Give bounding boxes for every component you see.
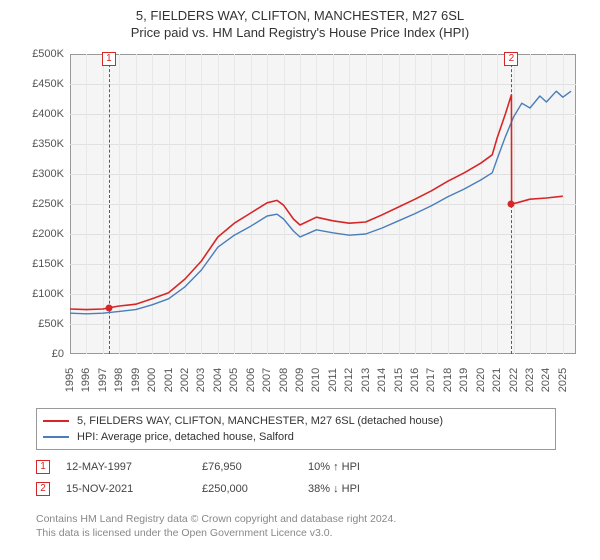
x-axis-label: 2017 xyxy=(425,368,437,392)
sale-index-box: 1 xyxy=(36,460,50,474)
attribution-line-1: Contains HM Land Registry data © Crown c… xyxy=(36,512,556,526)
sale-index-box: 2 xyxy=(36,482,50,496)
x-axis-label: 2003 xyxy=(195,368,207,392)
x-axis-label: 2023 xyxy=(524,368,536,392)
series-hpi xyxy=(70,91,571,314)
chart-legend: 5, FIELDERS WAY, CLIFTON, MANCHESTER, M2… xyxy=(36,408,556,450)
x-axis-label: 2025 xyxy=(557,368,569,392)
sale-hpi-delta: 10% ↑ HPI xyxy=(308,461,408,473)
x-axis-label: 2013 xyxy=(360,368,372,392)
series-price_paid xyxy=(70,95,563,310)
sales-table-row: 1 12-MAY-1997 £76,950 10% ↑ HPI xyxy=(36,456,556,478)
x-axis-label: 2009 xyxy=(294,368,306,392)
sale-hpi-delta: 38% ↓ HPI xyxy=(308,483,408,495)
sale-price: £76,950 xyxy=(202,461,292,473)
x-axis-label: 1999 xyxy=(130,368,142,392)
sale-price: £250,000 xyxy=(202,483,292,495)
legend-label: 5, FIELDERS WAY, CLIFTON, MANCHESTER, M2… xyxy=(77,415,443,427)
x-axis-label: 1996 xyxy=(80,368,92,392)
legend-swatch xyxy=(43,436,69,438)
sale-marker-box: 1 xyxy=(102,52,116,66)
sales-table: 1 12-MAY-1997 £76,950 10% ↑ HPI 2 15-NOV-2021… xyxy=(36,456,556,500)
x-axis-label: 2016 xyxy=(409,368,421,392)
legend-label: HPI: Average price, detached house, Salf… xyxy=(77,431,294,443)
x-axis-label: 2024 xyxy=(540,368,552,392)
legend-swatch xyxy=(43,420,69,422)
x-axis-label: 2014 xyxy=(376,368,388,392)
attribution-text: Contains HM Land Registry data © Crown c… xyxy=(36,512,556,540)
chart-title-block: 5, FIELDERS WAY, CLIFTON, MANCHESTER, M2… xyxy=(0,0,600,40)
x-axis-label: 2019 xyxy=(458,368,470,392)
x-axis-label: 2007 xyxy=(261,368,273,392)
x-axis-label: 2018 xyxy=(442,368,454,392)
x-axis-label: 2006 xyxy=(245,368,257,392)
x-axis-label: 2011 xyxy=(327,368,339,392)
attribution-line-2: This data is licensed under the Open Gov… xyxy=(36,526,556,540)
x-axis-label: 1995 xyxy=(64,368,76,392)
x-axis-label: 1998 xyxy=(113,368,125,392)
chart-title-address: 5, FIELDERS WAY, CLIFTON, MANCHESTER, M2… xyxy=(0,8,600,23)
x-axis-label: 2015 xyxy=(393,368,405,392)
x-axis-label: 2020 xyxy=(475,368,487,392)
x-axis-label: 2004 xyxy=(212,368,224,392)
x-axis-label: 2000 xyxy=(146,368,158,392)
sale-marker-dot xyxy=(105,304,112,311)
x-axis-label: 2021 xyxy=(491,368,503,392)
x-axis-label: 2002 xyxy=(179,368,191,392)
sales-table-row: 2 15-NOV-2021 £250,000 38% ↓ HPI xyxy=(36,478,556,500)
legend-row: HPI: Average price, detached house, Salf… xyxy=(43,429,549,445)
x-axis-label: 2001 xyxy=(163,368,175,392)
chart-subtitle: Price paid vs. HM Land Registry's House … xyxy=(0,25,600,40)
price-hpi-chart: £0£50K£100K£150K£200K£250K£300K£350K£400… xyxy=(20,50,580,404)
x-axis-label: 2012 xyxy=(343,368,355,392)
x-axis-label: 1997 xyxy=(97,368,109,392)
x-axis-label: 2010 xyxy=(310,368,322,392)
x-axis-label: 2005 xyxy=(228,368,240,392)
sale-date: 15-NOV-2021 xyxy=(66,483,186,495)
x-axis-label: 2008 xyxy=(278,368,290,392)
legend-row: 5, FIELDERS WAY, CLIFTON, MANCHESTER, M2… xyxy=(43,413,549,429)
sale-marker-box: 2 xyxy=(504,52,518,66)
sale-date: 12-MAY-1997 xyxy=(66,461,186,473)
x-axis-label: 2022 xyxy=(508,368,520,392)
sale-marker-dot xyxy=(508,201,515,208)
